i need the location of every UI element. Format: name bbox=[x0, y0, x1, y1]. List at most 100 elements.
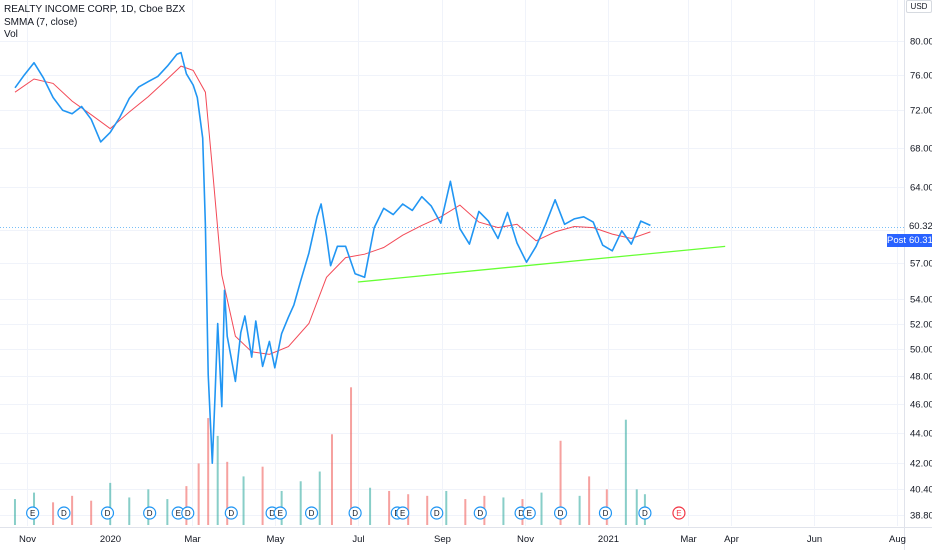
price-line bbox=[14, 51, 651, 465]
event-marker-label: D bbox=[434, 509, 440, 518]
event-marker-label: E bbox=[176, 509, 181, 518]
y-tick-label: 72.00 bbox=[910, 106, 932, 117]
event-marker-label: D bbox=[185, 509, 191, 518]
y-tick-label: 38.80 bbox=[910, 511, 932, 522]
event-marker-label: D bbox=[309, 509, 315, 518]
y-tick-label: 40.40 bbox=[910, 485, 932, 496]
volume-bar bbox=[109, 482, 112, 525]
currency-text: USD bbox=[910, 2, 928, 11]
volume-bar bbox=[299, 481, 302, 525]
volume-bar bbox=[197, 463, 200, 525]
event-marker-label: D bbox=[105, 509, 111, 518]
earnings-marker bbox=[396, 506, 410, 520]
dividend-marker bbox=[181, 506, 195, 520]
currency-label[interactable]: USD bbox=[906, 0, 932, 13]
volume-bar bbox=[226, 461, 229, 525]
event-marker-label: D bbox=[558, 509, 564, 518]
volume-bar bbox=[318, 471, 321, 525]
volume-bar bbox=[90, 500, 93, 525]
event-marker-label: D bbox=[603, 509, 609, 518]
earnings-marker bbox=[672, 506, 686, 520]
volume-indicator-label[interactable]: Vol bbox=[4, 29, 18, 40]
volume-bar bbox=[185, 486, 188, 525]
x-tick-label: Nov bbox=[19, 534, 36, 545]
y-tick-label: 46.00 bbox=[910, 400, 932, 411]
earnings-marker bbox=[522, 506, 536, 520]
event-marker-label: D bbox=[147, 509, 153, 518]
y-tick-label: 68.00 bbox=[910, 144, 932, 155]
event-marker-label: E bbox=[527, 509, 532, 518]
volume-bar bbox=[635, 489, 638, 525]
price-axis-panel bbox=[904, 0, 932, 550]
x-tick-label: Mar bbox=[680, 534, 696, 545]
volume-bar bbox=[578, 495, 581, 525]
volume-bar bbox=[216, 435, 219, 525]
dividend-marker bbox=[638, 506, 652, 520]
smma-indicator-label[interactable]: SMMA (7, close) bbox=[4, 16, 78, 28]
x-tick-label: May bbox=[267, 534, 285, 545]
x-tick-label: Jun bbox=[807, 534, 822, 545]
y-tick-label: 44.00 bbox=[910, 429, 932, 440]
dividend-marker bbox=[553, 506, 568, 520]
symbol-title[interactable]: REALTY INCOME CORP, 1D, Cboe BZX bbox=[4, 4, 186, 15]
dividend-marker bbox=[304, 506, 319, 520]
dividend-marker bbox=[57, 506, 71, 520]
volume-bar bbox=[52, 502, 55, 525]
volume-bar bbox=[128, 497, 131, 525]
event-marker-label: D bbox=[61, 509, 67, 518]
event-marker-label: D bbox=[642, 509, 648, 518]
volume-bar bbox=[71, 495, 74, 525]
event-marker-label: E bbox=[400, 509, 405, 518]
trendline bbox=[357, 245, 726, 283]
y-tick-label: 64.00 bbox=[910, 183, 932, 194]
event-marker-label: D bbox=[269, 509, 275, 518]
dividend-marker bbox=[430, 506, 444, 520]
x-tick-label: Mar bbox=[184, 534, 200, 545]
dividend-marker bbox=[473, 506, 487, 520]
volume-bar bbox=[369, 487, 372, 525]
x-tick-label: Apr bbox=[724, 534, 739, 545]
dividend-marker bbox=[100, 506, 115, 520]
x-tick-label: Aug bbox=[889, 534, 906, 545]
volume-bar bbox=[388, 490, 391, 525]
volume-bar bbox=[261, 466, 264, 525]
chart-legend: REALTY INCOME CORP, 1D, Cboe BZX SMMA (7… bbox=[4, 4, 185, 42]
dividend-marker bbox=[348, 506, 362, 520]
volume-bar bbox=[242, 476, 245, 525]
y-tick-label: 57.00 bbox=[910, 259, 932, 270]
post-market-price-tag: 60.31 bbox=[906, 234, 932, 247]
event-marker-label: D bbox=[518, 509, 524, 518]
event-marker-label: D bbox=[352, 509, 358, 518]
volume-bar bbox=[624, 419, 627, 525]
volume-bar bbox=[559, 440, 562, 525]
volume-bar bbox=[13, 499, 16, 525]
y-tick-label: 48.00 bbox=[910, 372, 932, 383]
x-tick-label: Jul bbox=[352, 534, 364, 545]
volume-bar bbox=[540, 492, 543, 525]
dividend-marker bbox=[143, 506, 157, 520]
volume-bar bbox=[464, 499, 467, 525]
volume-bar bbox=[166, 499, 169, 525]
y-tick-label: 76.00 bbox=[910, 71, 932, 82]
smma-line bbox=[14, 65, 651, 355]
earnings-marker bbox=[26, 506, 40, 520]
x-tick-label: Nov bbox=[517, 534, 534, 545]
volume-bar bbox=[350, 387, 353, 525]
x-tick-label: 2021 bbox=[598, 534, 619, 545]
dividend-marker bbox=[598, 506, 613, 520]
volume-bar bbox=[426, 495, 429, 525]
y-tick-label: 54.00 bbox=[910, 295, 932, 306]
y-tick-label: 50.00 bbox=[910, 345, 932, 356]
event-marker-label: D bbox=[228, 509, 234, 518]
x-tick-label: 2020 bbox=[100, 534, 121, 545]
event-marker-label: E bbox=[278, 509, 283, 518]
last-price-tag: 60.32 bbox=[906, 220, 932, 233]
x-tick-label: Sep bbox=[434, 534, 451, 545]
volume-bar bbox=[207, 418, 210, 525]
post-market-label: Post bbox=[887, 234, 907, 247]
y-tick-label: 52.00 bbox=[910, 320, 932, 331]
volume-bar bbox=[445, 490, 448, 525]
volume-bar bbox=[330, 434, 333, 525]
dividend-marker bbox=[224, 506, 238, 520]
